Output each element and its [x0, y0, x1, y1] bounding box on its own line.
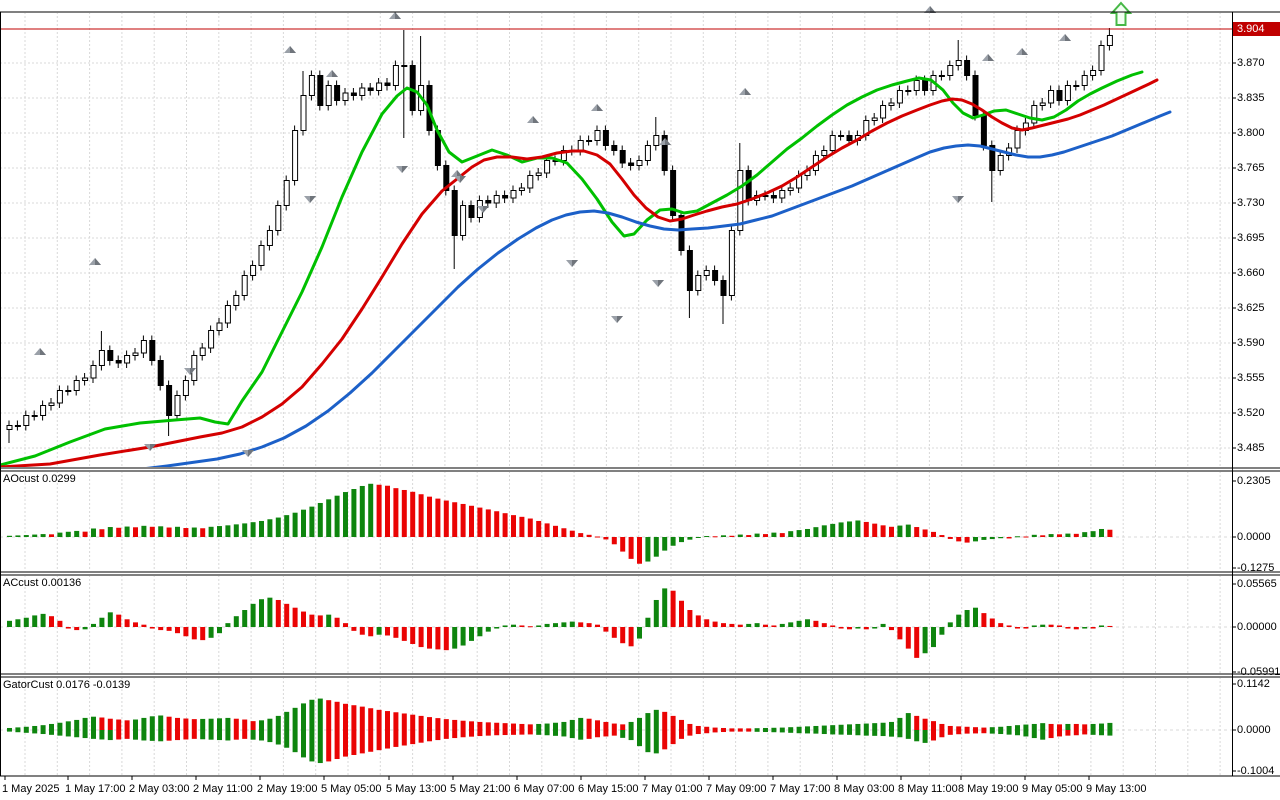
axis-tick-label: 0.2305: [1237, 475, 1271, 487]
axis-tick-label: 3.625: [1237, 302, 1265, 314]
axis-tick-label: 3.520: [1237, 407, 1265, 419]
time-tick-label: 5 May 05:00: [321, 783, 382, 795]
time-tick-label: 8 May 11:00: [898, 783, 958, 795]
time-tick-label: 2 May 19:00: [257, 783, 318, 795]
axis-tick-label: -0.1275: [1237, 562, 1275, 574]
time-tick-label: 5 May 21:00: [450, 783, 511, 795]
axis-tick-label: 0.1142: [1237, 678, 1270, 690]
time-tick-label: 2 May 11:00: [193, 783, 253, 795]
axis-tick-label: 3.800: [1237, 127, 1265, 139]
axis-tick-label: 3.590: [1237, 337, 1265, 349]
axis-tick-label: 3.485: [1237, 442, 1265, 454]
axis-tick-label: 3.555: [1237, 372, 1265, 384]
ao-indicator-label: AOcust 0.0299: [3, 473, 76, 485]
time-tick-label: 8 May 03:00: [834, 783, 895, 795]
ao-grid: [24, 472, 1221, 571]
alligator-lips-line: [0, 70, 1144, 467]
ac-grid: [24, 576, 1221, 673]
time-tick-label: 6 May 15:00: [578, 783, 639, 795]
axis-tick-label: -0.05991: [1237, 666, 1280, 678]
axis-tick-label: 3.835: [1237, 92, 1265, 104]
gator-histogram: [7, 698, 1113, 764]
time-tick-label: 8 May 19:00: [958, 783, 1019, 795]
axis-tick-label: 0.05565: [1237, 578, 1277, 590]
axis-tick-label: 3.695: [1237, 232, 1265, 244]
gator-indicator-label: GatorCust 0.0176 -0.0139: [3, 679, 131, 691]
axis-tick-label: 0.0000: [1237, 724, 1271, 736]
buy-signal-arrow-icon: [1109, 1, 1133, 26]
ac-indicator-label: ACcust 0.00136: [3, 577, 82, 589]
price-line-label: 3.904: [1233, 22, 1280, 36]
ao-histogram: [7, 483, 1113, 564]
axis-tick-label: 3.870: [1237, 57, 1265, 69]
time-tick-label: 7 May 01:00: [642, 783, 703, 795]
time-tick-label: 1 May 2025: [2, 783, 60, 795]
main-grid: [24, 13, 1221, 467]
time-tick-label: 1 May 17:00: [65, 783, 126, 795]
alligator-teeth-line: [0, 78, 1159, 467]
time-tick-label: 7 May 17:00: [770, 783, 831, 795]
axis-tick-label: 0.0000: [1237, 531, 1271, 543]
time-tick-label: 6 May 07:00: [514, 783, 575, 795]
time-tick-label: 9 May 05:00: [1022, 783, 1083, 795]
alligator-jaw-line: [146, 110, 1172, 467]
time-tick-label: 2 May 03:00: [129, 783, 190, 795]
axis-tick-label: 3.660: [1237, 267, 1265, 279]
time-tick-label: 9 May 13:00: [1086, 783, 1147, 795]
fractal-arrows: [34, 6, 1071, 457]
candlestick-series: [6, 28, 1113, 443]
axis-tick-label: 0.00000: [1237, 621, 1277, 633]
axis-tick-label: -0.1004: [1237, 765, 1275, 777]
ac-histogram: [7, 588, 1113, 658]
time-tick-label: 7 May 09:00: [706, 783, 767, 795]
time-tick-label: 5 May 13:00: [386, 783, 447, 795]
axis-tick-label: 3.730: [1237, 197, 1265, 209]
axis-tick-label: 3.765: [1237, 162, 1265, 174]
